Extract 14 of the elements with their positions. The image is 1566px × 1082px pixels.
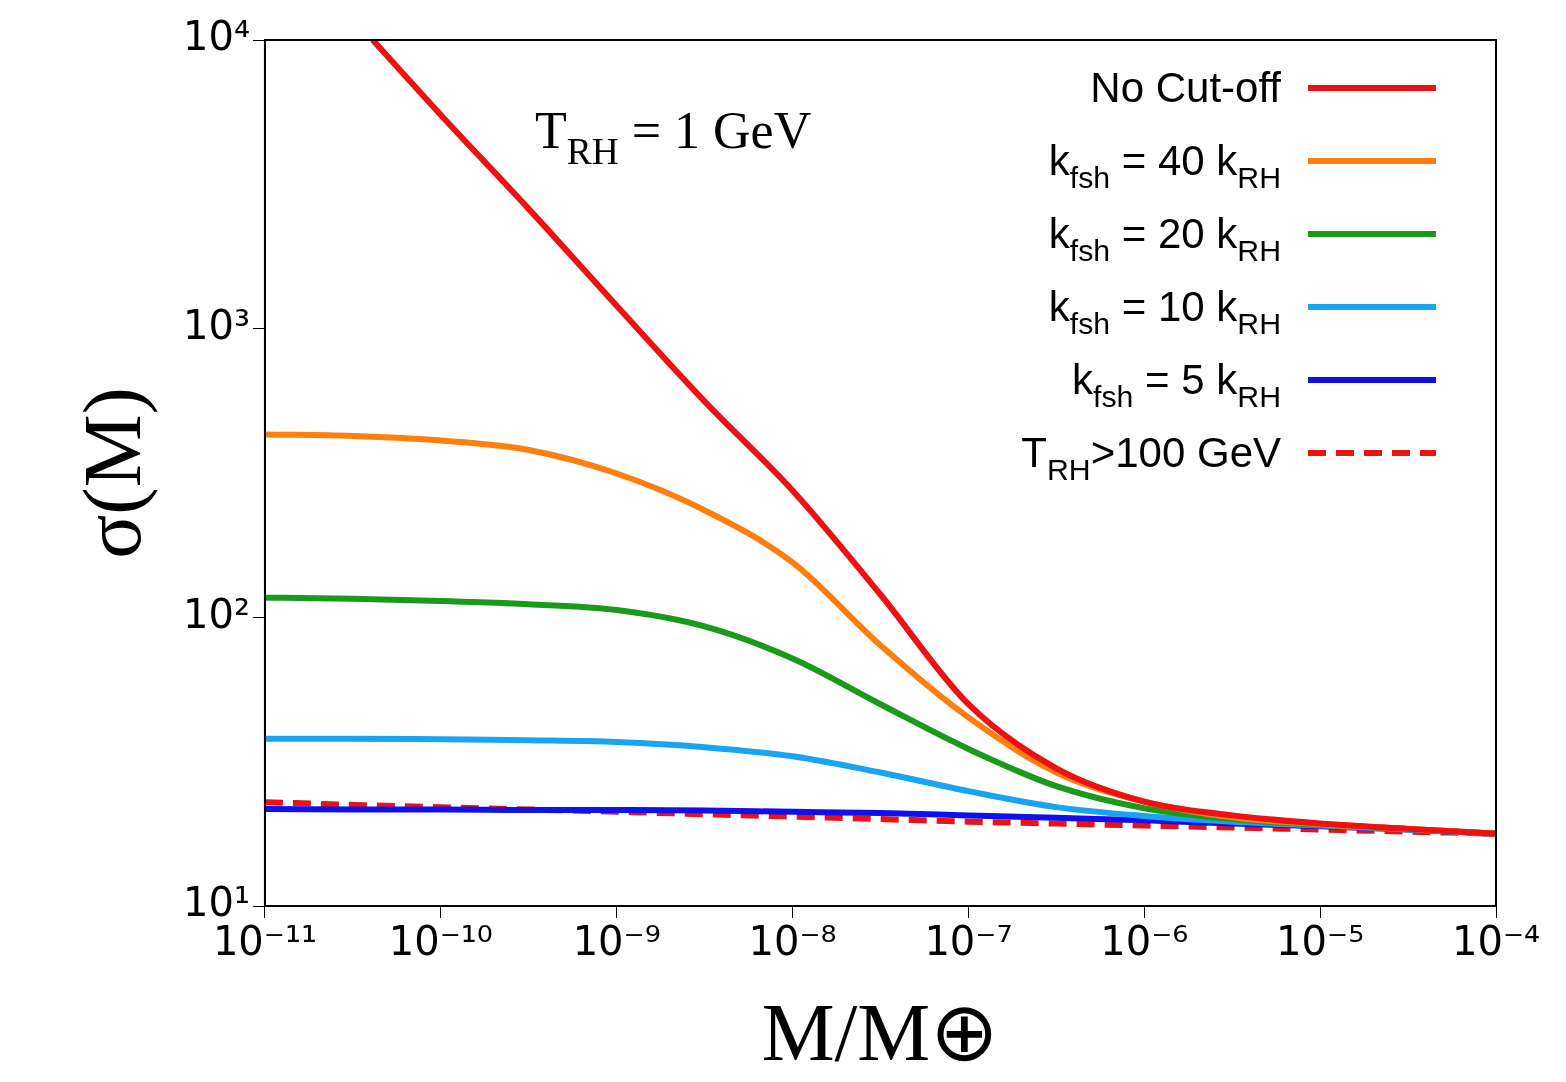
x-axis-title: M/M⊕ <box>761 987 1000 1078</box>
y-tick-label: 10² <box>183 590 250 637</box>
x-tick-label: 10⁻⁹ <box>572 918 661 965</box>
y-tick-label: 10³ <box>183 302 250 349</box>
legend-label: No Cut-off <box>1090 64 1282 111</box>
x-tick-label: 10⁻⁵ <box>1276 918 1365 965</box>
x-tick-label: 10⁻⁸ <box>748 918 837 965</box>
y-tick-label: 10⁴ <box>183 13 250 60</box>
x-tick-label: 10⁻¹¹ <box>212 918 317 965</box>
x-tick-label: 10⁻⁴ <box>1451 918 1541 965</box>
y-axis-title: σ(M) <box>67 387 158 559</box>
x-tick-label: 10⁻⁷ <box>924 918 1013 965</box>
x-tick-label: 10⁻⁶ <box>1100 918 1189 965</box>
x-tick-label: 10⁻¹⁰ <box>388 918 493 965</box>
